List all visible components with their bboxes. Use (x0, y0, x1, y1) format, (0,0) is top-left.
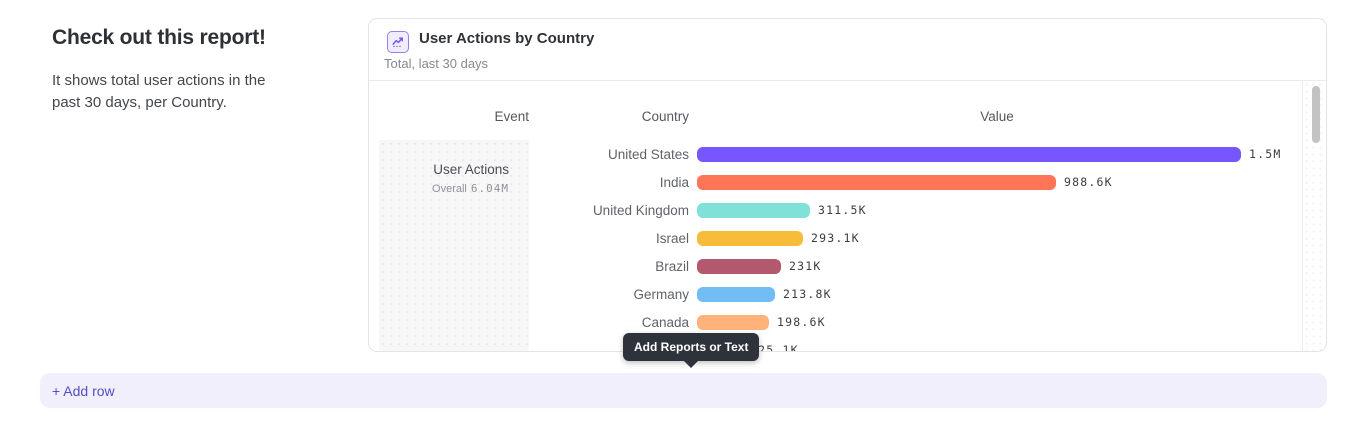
add-row-label: + Add row (52, 382, 115, 399)
event-overall-value: 6.04M (470, 182, 509, 195)
value-bar[interactable] (697, 202, 810, 218)
value-label: 125.1K (750, 343, 799, 352)
value-label: 198.6K (777, 315, 826, 329)
country-label: Germany (633, 286, 689, 302)
value-bar[interactable] (697, 314, 769, 330)
value-bar[interactable] (697, 286, 775, 302)
chart-rows: United States 1.5M India 988.6K United Kingd… (369, 140, 1302, 352)
country-label: India (659, 174, 689, 190)
value-bar[interactable] (697, 258, 781, 274)
value-label: 293.1K (811, 231, 860, 245)
country-label: Israel (655, 230, 689, 246)
value-label: 988.6K (1064, 175, 1113, 189)
chart-row: France125.1K (369, 336, 1302, 352)
event-name: User Actions (433, 162, 509, 177)
add-row-button[interactable]: + Add row (40, 373, 1327, 408)
chart-row: United Kingdom 311.5K (369, 196, 1302, 224)
chart-row: Israel 293.1K (369, 224, 1302, 252)
report-subtitle: Total, last 30 days (384, 56, 489, 71)
country-label: United Kingdom (592, 202, 689, 218)
chart-row: Brazil 231K (369, 252, 1302, 280)
value-label: 1.5M (1249, 147, 1282, 161)
value-bar[interactable] (697, 146, 1241, 162)
intro-description: It shows total user actions in the past 3… (52, 72, 266, 111)
country-label: United States (607, 146, 689, 162)
column-header-value[interactable]: Value (980, 109, 1014, 124)
scrollbar-thumb[interactable] (1312, 86, 1320, 143)
country-label: Brazil (655, 258, 689, 274)
value-label: 213.8K (783, 287, 832, 301)
column-header-event[interactable]: Event (494, 109, 529, 124)
chart-row: United States 1.5M (369, 140, 1302, 168)
value-label: 231K (789, 259, 822, 273)
event-cell[interactable]: User Actions Overall 6.04M (379, 140, 529, 351)
chart-row: Germany 213.8K (369, 280, 1302, 308)
column-header-country[interactable]: Country (641, 109, 689, 124)
value-label: 311.5K (818, 203, 867, 217)
scrollbar-track[interactable] (1302, 81, 1326, 351)
report-card[interactable]: User Actions by Country Total, last 30 d… (368, 18, 1327, 352)
add-reports-tooltip: Add Reports or Text (623, 333, 760, 368)
line-chart-icon (387, 31, 409, 53)
chart-row: India 988.6K (369, 168, 1302, 196)
tooltip-label: Add Reports or Text (634, 340, 749, 354)
event-overall-label: Overall (432, 183, 467, 195)
intro-text-block[interactable]: Check out this report! It shows total us… (52, 26, 332, 114)
value-bar[interactable] (697, 174, 1056, 190)
country-label: Canada (641, 314, 689, 330)
chart-row: Canada 198.6K (369, 308, 1302, 336)
report-title: User Actions by Country (419, 30, 595, 47)
event-overall: Overall 6.04M (379, 182, 509, 195)
value-bar[interactable] (697, 230, 803, 246)
report-card-body: Event Country Value User Actions Overall… (369, 81, 1326, 351)
report-card-header: User Actions by Country Total, last 30 d… (369, 19, 1326, 81)
intro-heading: Check out this report! (52, 26, 266, 49)
